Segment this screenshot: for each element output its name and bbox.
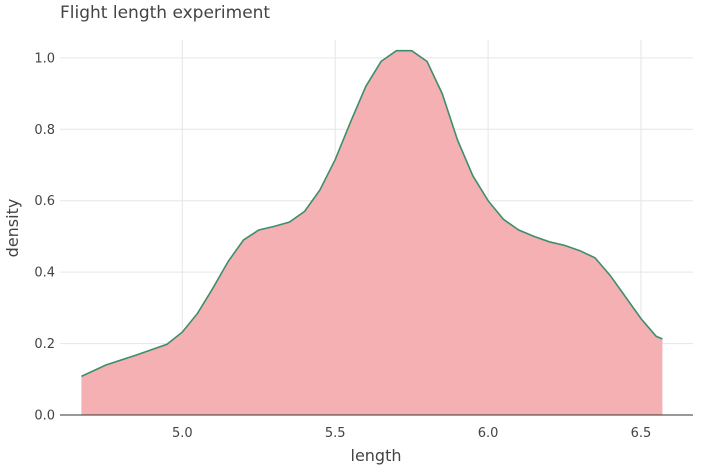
y-tick-label: 0.4 [34,266,55,281]
density-area [81,50,663,415]
x-axis-label: length [351,446,402,465]
area-layer [81,49,663,415]
y-tick-label: 0.2 [34,337,55,352]
x-tick-label: 6.5 [631,426,652,441]
y-axis-label: density [3,199,22,258]
tick-labels: 5.0 5.5 6.0 6.5 0.0 0.2 0.4 0.6 0.8 1.0 [34,51,651,441]
density-line [81,49,663,378]
chart-title: Flight length experiment [60,3,270,23]
x-tick-label: 5.5 [325,426,346,441]
x-tick-label: 6.0 [478,426,499,441]
y-tick-label: 0.8 [34,123,55,138]
y-tick-label: 0.0 [34,409,55,424]
y-tick-label: 0.6 [34,194,55,209]
y-tick-label: 1.0 [34,51,55,66]
x-tick-label: 5.0 [172,426,193,441]
